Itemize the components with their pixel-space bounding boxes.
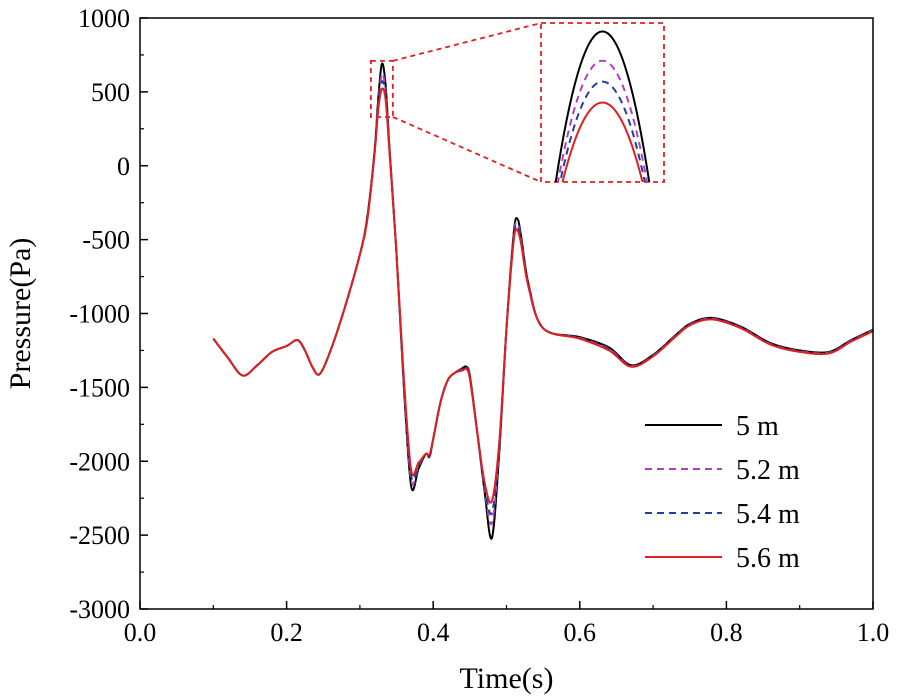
series-line-4 <box>212 87 874 504</box>
y-tick-label: -2000 <box>69 447 130 476</box>
x-axis-label: Time(s) <box>460 662 554 695</box>
legend: 5 m 5.2 m 5.4 m 5.6 m <box>645 411 800 574</box>
x-tick-label: 0.0 <box>124 618 157 647</box>
legend-label-2: 5.2 m <box>736 455 800 486</box>
y-tick-label: -500 <box>82 226 130 255</box>
inset-series-line-3 <box>559 80 646 182</box>
axis-ticks: 0.0 0.2 0.4 0.6 0.8 1.0 1000 500 0 -500 -1000 -1500… <box>69 4 889 647</box>
x-tick-label: 0.6 <box>564 618 597 647</box>
x-tick-label: 0.2 <box>270 618 303 647</box>
x-tick-label: 1.0 <box>857 618 890 647</box>
zoom-inset <box>369 22 665 183</box>
y-tick-label: 1000 <box>78 4 130 33</box>
y-tick-label: -3000 <box>69 595 130 624</box>
y-tick-label: 500 <box>91 78 130 107</box>
legend-label-4: 5.6 m <box>736 543 800 574</box>
y-tick-label: -1500 <box>69 373 130 402</box>
inset-series-line-2 <box>556 59 649 182</box>
inset-series-line-4 <box>561 101 644 182</box>
zoom-source-box <box>369 59 394 118</box>
zoom-connector-bottom <box>392 116 542 183</box>
x-tick-label: 0.4 <box>417 618 450 647</box>
y-axis-label: Pressure(Pa) <box>4 238 37 390</box>
y-tick-label: -2500 <box>69 521 130 550</box>
series-group <box>212 62 874 540</box>
y-tick-label: -1000 <box>69 300 130 329</box>
plot-area-frame <box>139 17 874 610</box>
legend-label-3: 5.4 m <box>736 499 800 530</box>
x-tick-label: 0.8 <box>710 618 743 647</box>
inset-series-line-1 <box>554 30 651 182</box>
legend-label-1: 5 m <box>736 411 779 442</box>
y-tick-label: 0 <box>117 152 130 181</box>
zoom-connector-top <box>392 22 542 62</box>
